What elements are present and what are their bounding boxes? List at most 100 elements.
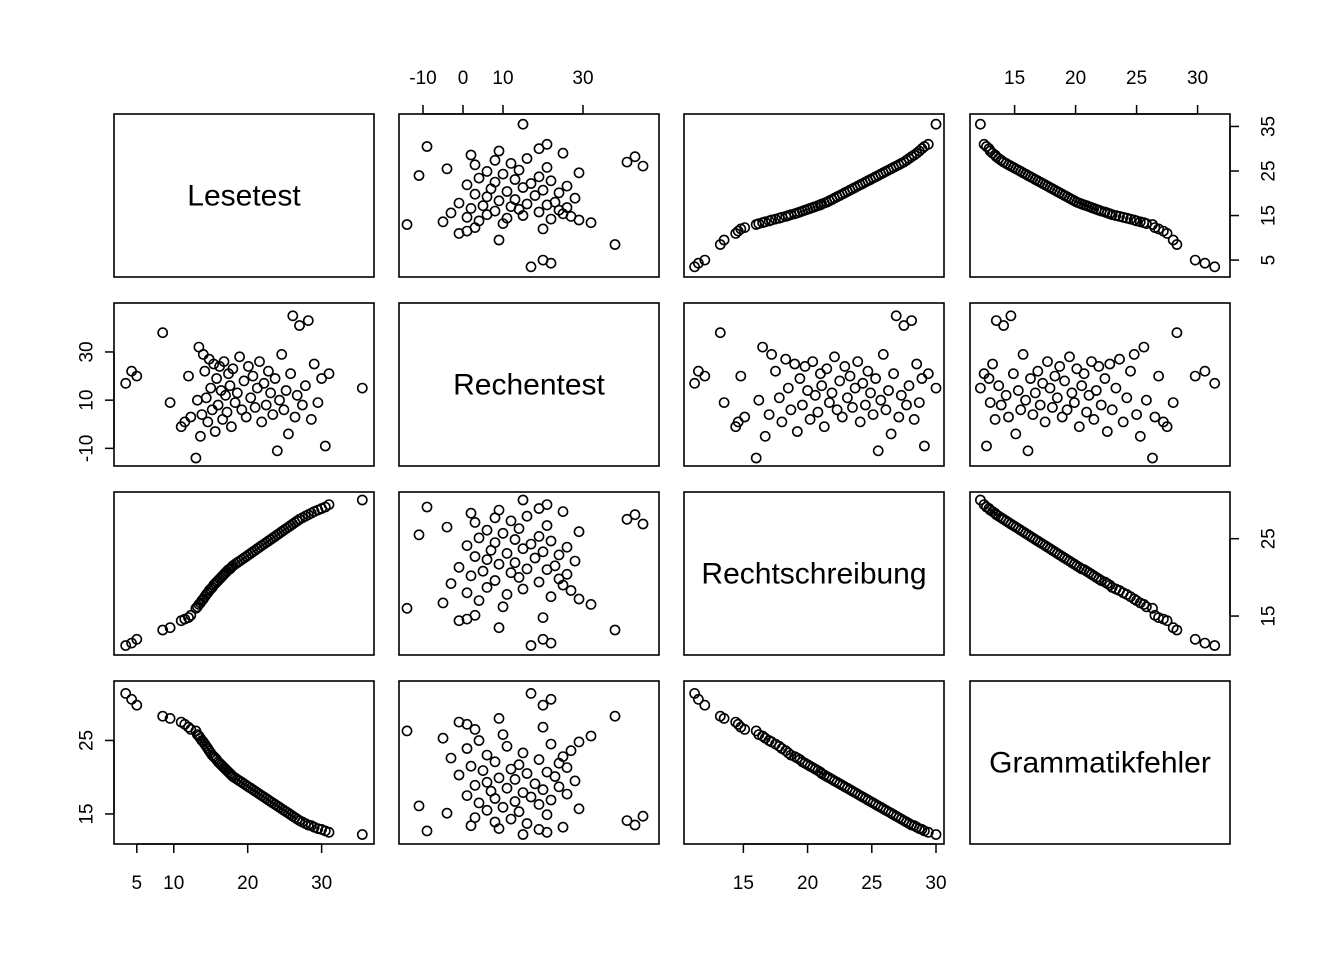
data-point bbox=[441, 163, 453, 175]
data-point bbox=[421, 825, 433, 837]
data-point bbox=[401, 219, 413, 230]
data-point bbox=[804, 413, 816, 425]
data-point bbox=[521, 768, 533, 779]
data-point bbox=[194, 430, 206, 442]
data-point bbox=[637, 160, 649, 172]
data-point bbox=[922, 368, 934, 380]
data-point bbox=[561, 568, 573, 580]
data-point bbox=[260, 399, 272, 411]
panel-grammatikfehler-vs-rechentest bbox=[398, 680, 660, 845]
data-point bbox=[461, 211, 473, 223]
data-point bbox=[573, 167, 585, 179]
data-point bbox=[265, 387, 276, 399]
data-point bbox=[220, 389, 231, 401]
data-point bbox=[164, 713, 176, 724]
data-point bbox=[537, 721, 549, 733]
data-point bbox=[413, 170, 425, 181]
data-point bbox=[126, 693, 138, 705]
data-point bbox=[844, 370, 856, 382]
data-point bbox=[836, 411, 848, 423]
data-point bbox=[557, 506, 569, 517]
data-point bbox=[302, 315, 314, 326]
data-point bbox=[839, 360, 851, 372]
data-point bbox=[461, 540, 473, 551]
data-point bbox=[785, 404, 797, 416]
panel-frame bbox=[113, 302, 375, 467]
top-axis-rechentest: -10 0 10 30 bbox=[409, 68, 594, 115]
data-point bbox=[513, 572, 525, 583]
data-point bbox=[529, 552, 541, 564]
data-point bbox=[120, 640, 132, 651]
data-point bbox=[1110, 382, 1122, 394]
data-point bbox=[812, 406, 824, 418]
data-point bbox=[529, 190, 541, 201]
data-point bbox=[693, 257, 704, 269]
data-point bbox=[437, 216, 449, 228]
data-point bbox=[1095, 399, 1107, 411]
variable-label-grammatikfehler: Grammatikfehler bbox=[989, 747, 1211, 780]
data-point bbox=[1034, 399, 1046, 411]
data-point bbox=[493, 145, 505, 157]
panel-rechtschreibung-vs-rechtschreibung: Rechtschreibung bbox=[683, 491, 945, 656]
data-point bbox=[1149, 411, 1161, 423]
data-point bbox=[1093, 360, 1105, 372]
data-point bbox=[517, 787, 529, 798]
data-point bbox=[525, 178, 537, 189]
data-point bbox=[529, 778, 541, 790]
bottom-axis-rechtschreibung: 15 20 25 30 bbox=[733, 843, 947, 894]
data-point bbox=[1101, 578, 1113, 589]
data-point bbox=[984, 397, 996, 408]
data-point bbox=[323, 499, 335, 510]
data-point bbox=[875, 394, 887, 406]
data-point bbox=[718, 397, 730, 408]
data-point bbox=[975, 382, 986, 394]
panel-rechtschreibung-vs-lesetest bbox=[113, 491, 375, 656]
data-point bbox=[739, 411, 751, 423]
data-point bbox=[714, 327, 726, 339]
data-point bbox=[231, 387, 243, 399]
data-point bbox=[269, 373, 281, 384]
data-point bbox=[509, 194, 521, 205]
data-point bbox=[739, 222, 751, 233]
data-point bbox=[1086, 356, 1097, 367]
top-axis-grammatikfehler: 15 20 25 30 bbox=[1004, 68, 1208, 115]
data-point bbox=[453, 615, 465, 627]
data-point bbox=[877, 348, 889, 360]
data-point bbox=[473, 595, 485, 606]
data-point bbox=[469, 188, 481, 200]
panel-rechtschreibung-vs-grammatikfehler bbox=[969, 491, 1231, 656]
data-point bbox=[501, 740, 513, 752]
data-point bbox=[621, 513, 633, 525]
data-point bbox=[441, 521, 453, 533]
data-point bbox=[131, 633, 143, 645]
data-point bbox=[865, 387, 876, 399]
data-point bbox=[537, 699, 549, 711]
tick-label: 25 bbox=[1259, 528, 1280, 549]
data-point bbox=[308, 358, 320, 370]
data-point bbox=[262, 365, 274, 377]
data-point bbox=[469, 779, 481, 791]
data-point bbox=[212, 399, 224, 411]
data-point bbox=[901, 399, 912, 411]
data-point bbox=[888, 368, 899, 380]
data-point bbox=[517, 494, 529, 506]
variable-label-rechtschreibung: Rechtschreibung bbox=[701, 558, 926, 591]
data-point bbox=[834, 375, 846, 387]
data-point bbox=[1131, 409, 1142, 420]
panel-rechentest-vs-grammatikfehler bbox=[969, 302, 1231, 467]
matrix-axes: -10 0 10 30 15 20 25 305 10 20 30 15 20 25 30-10103015… bbox=[77, 68, 1280, 894]
data-point bbox=[477, 765, 489, 776]
data-point bbox=[413, 800, 425, 812]
data-point bbox=[989, 413, 1001, 425]
panel-rechtschreibung-vs-rechentest bbox=[398, 491, 660, 656]
data-point bbox=[545, 535, 557, 547]
data-point bbox=[356, 494, 368, 506]
data-point bbox=[718, 234, 730, 246]
data-point bbox=[497, 801, 509, 813]
data-point bbox=[533, 799, 545, 810]
data-point bbox=[513, 806, 525, 818]
data-point bbox=[517, 829, 529, 840]
data-point bbox=[637, 810, 649, 822]
data-point bbox=[221, 406, 233, 418]
data-point bbox=[489, 154, 501, 166]
